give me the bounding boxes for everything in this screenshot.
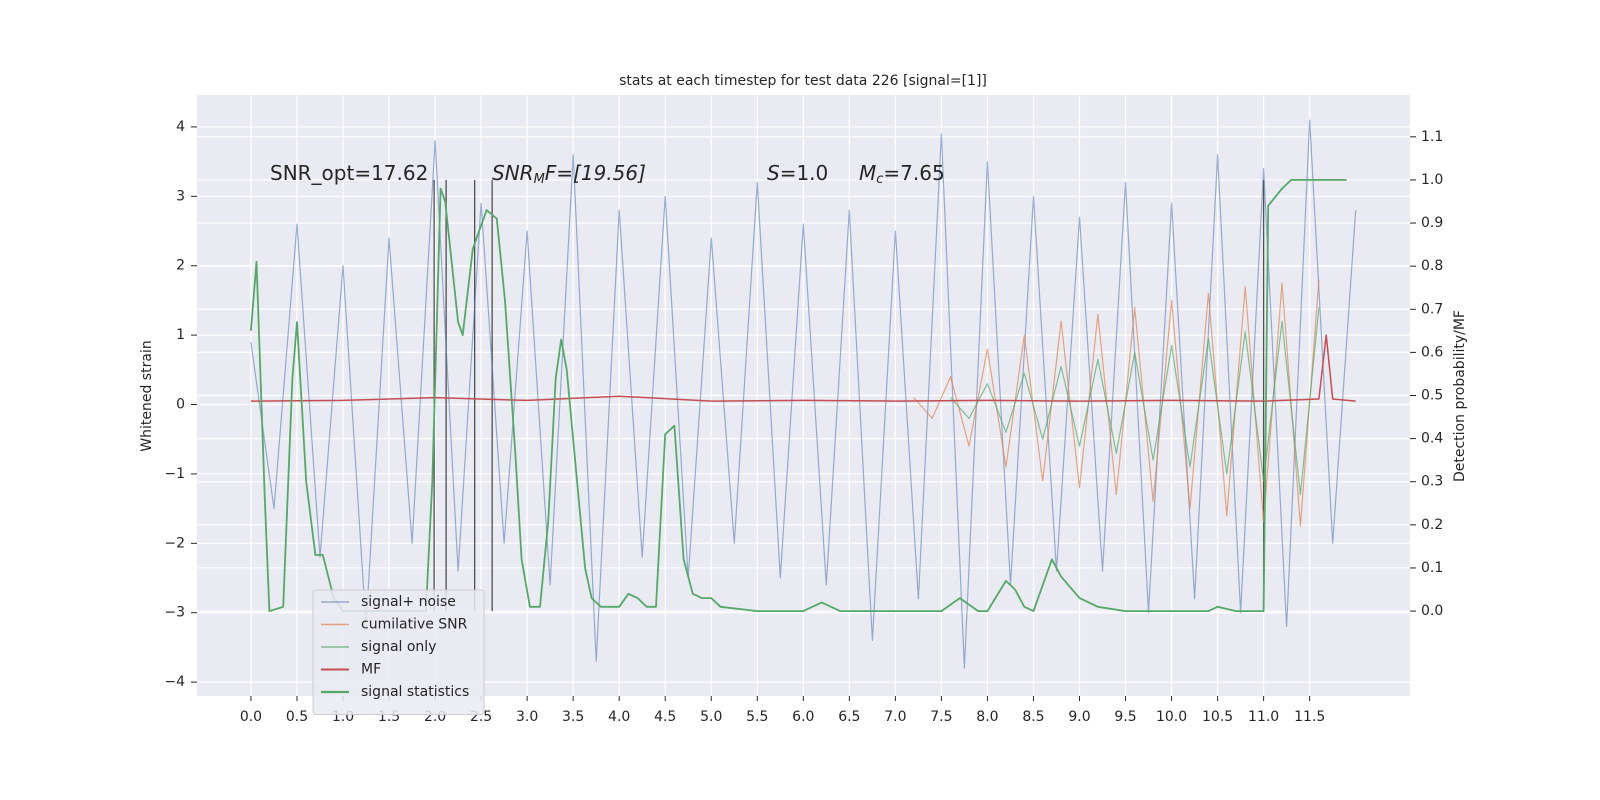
series-line: [913, 279, 1320, 527]
axes: 0.0 0.5 1.0 1.5 2.0 2.5 3.0 3.5 4.0 4.5 5.0 5.5 6.0 6…: [164, 119, 1443, 725]
x-tick-label: 10.0: [1156, 709, 1187, 725]
annotation: S=1.0: [767, 161, 828, 185]
grid: [197, 95, 1410, 696]
x-tick-label: 6.0: [792, 709, 814, 725]
x-tick-label: 3.0: [516, 709, 538, 725]
series-line: [250, 334, 1356, 402]
annotation: Mc=7.65: [859, 161, 945, 187]
legend-label: signal+ noise: [361, 594, 456, 610]
y-tick-label: 3: [176, 188, 185, 204]
x-tick-label: 7.0: [884, 709, 906, 725]
y-tick-label: 0: [176, 397, 185, 413]
y2-tick-label: 0.9: [1421, 215, 1443, 231]
y2-tick-label: 0.1: [1421, 560, 1443, 576]
y-tick-label: 2: [176, 258, 185, 274]
annotation-text: =7.65: [883, 161, 944, 185]
y2-tick-label: 0.3: [1421, 474, 1443, 490]
y-tick-label: −1: [164, 466, 185, 482]
annotation-text: =1.0: [780, 161, 829, 185]
x-tick-label: 8.5: [1022, 709, 1044, 725]
legend-label: MF: [361, 662, 381, 678]
y2-tick-label: 0.7: [1421, 301, 1443, 317]
x-tick-label: 11.0: [1248, 709, 1279, 725]
chart-title: stats at each timestep for test data 226…: [619, 73, 987, 89]
y-tick-label: −2: [164, 535, 185, 551]
annotation-text: SNR: [492, 161, 534, 185]
annotation-subscript: M: [534, 172, 545, 187]
y2-tick-label: 0.0: [1421, 603, 1443, 619]
x-tick-label: 7.5: [930, 709, 952, 725]
x-tick-label: 3.5: [562, 709, 584, 725]
x-tick-label: 5.0: [700, 709, 722, 725]
x-tick-label: 6.5: [838, 709, 860, 725]
annotation-text: M: [859, 161, 876, 185]
y-tick-label: 4: [176, 119, 185, 135]
x-tick-label: 4.0: [608, 709, 630, 725]
legend-label: signal only: [361, 639, 436, 655]
x-tick-label: 4.5: [654, 709, 676, 725]
y2-tick-label: 0.4: [1421, 431, 1443, 447]
legend-label: cumilative SNR: [361, 617, 468, 633]
y-tick-label: −3: [164, 605, 185, 621]
series-line: [250, 119, 1357, 669]
y2-tick-label: 0.6: [1421, 344, 1443, 360]
y-tick-label: −4: [164, 674, 185, 690]
y2-tick-label: 0.5: [1421, 388, 1443, 404]
y-axis-label: Whitened strain: [139, 340, 155, 451]
y-tick-label: 1: [176, 327, 185, 343]
y2-tick-label: 0.2: [1421, 517, 1443, 533]
y2-tick-label: 0.8: [1421, 258, 1443, 274]
annotation-subscript: c: [876, 172, 883, 187]
x-tick-label: 11.5: [1294, 709, 1325, 725]
series-line: [950, 307, 1320, 496]
legend: signal+ noise cumilative SNR signal only MF…: [312, 589, 485, 715]
x-tick-label: 10.5: [1202, 709, 1233, 725]
annotation-text: S: [767, 161, 780, 185]
annotation-text: SNR_opt=17.62: [270, 161, 428, 185]
annotation: SNR_opt=17.62: [270, 161, 428, 185]
annotation: SNRMF=[19.56]: [492, 161, 646, 187]
x-tick-label: 8.0: [976, 709, 998, 725]
legend-label: signal statistics: [361, 684, 469, 700]
y2-axis-label: Detection probability/MF: [1452, 310, 1468, 482]
x-tick-label: 9.5: [1114, 709, 1136, 725]
annotation-text: F=[19.56]: [545, 161, 646, 185]
legend-box: [312, 589, 485, 715]
y2-tick-label: 1.1: [1421, 129, 1443, 145]
x-tick-label: 9.0: [1068, 709, 1090, 725]
x-tick-label: 0.5: [286, 709, 308, 725]
x-tick-label: 5.5: [746, 709, 768, 725]
y2-tick-label: 1.0: [1421, 172, 1443, 188]
x-tick-label: 0.0: [240, 709, 262, 725]
